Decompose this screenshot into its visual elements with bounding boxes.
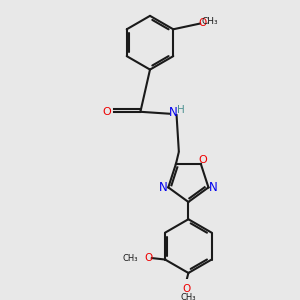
Text: O: O [144,253,152,263]
Text: N: N [169,106,178,119]
Text: N: N [159,181,168,194]
Text: CH₃: CH₃ [180,293,196,300]
Text: O: O [103,107,111,117]
Text: O: O [198,18,207,28]
Text: CH₃: CH₃ [202,17,218,26]
Text: O: O [199,155,207,165]
Text: O: O [182,284,191,294]
Text: H: H [176,105,184,115]
Text: N: N [209,181,218,194]
Text: CH₃: CH₃ [123,254,138,263]
